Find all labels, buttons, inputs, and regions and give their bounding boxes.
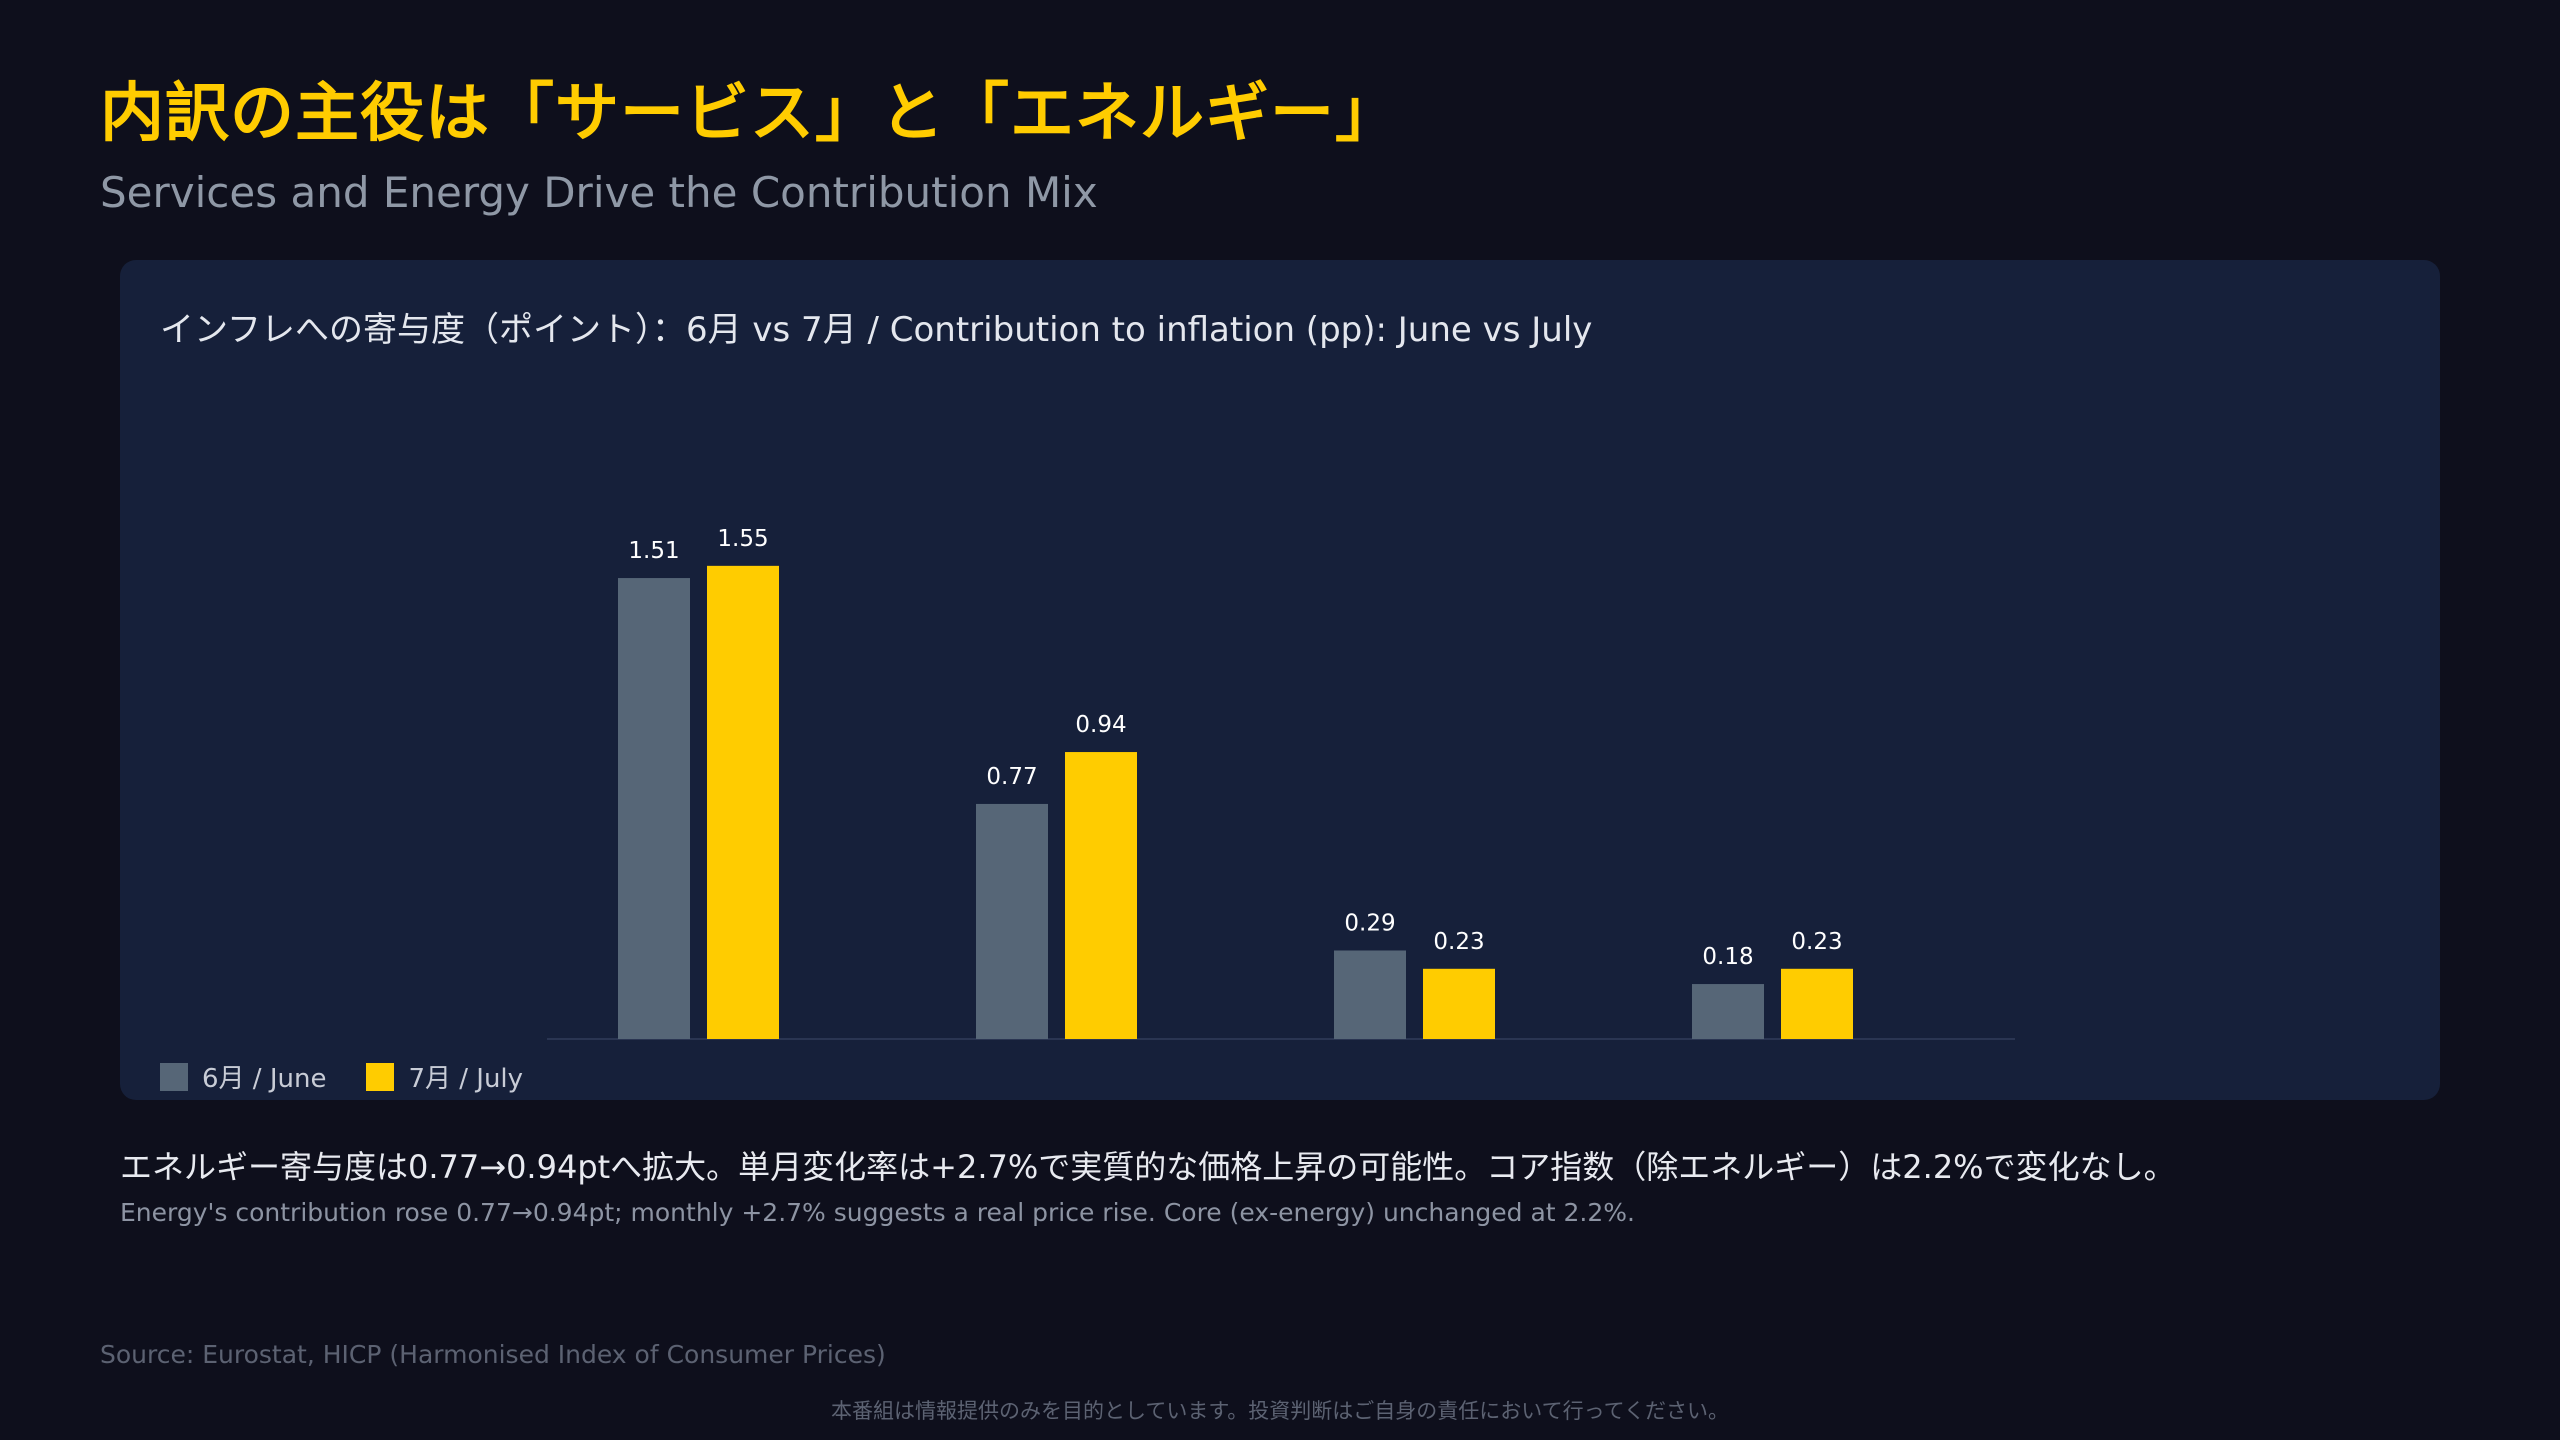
page-subtitle: Services and Energy Drive the Contributi… — [100, 168, 1098, 217]
legend-label-july: 7月 / July — [408, 1064, 524, 1094]
bar-july-2 — [1065, 752, 1137, 1039]
disclaimer: 本番組は情報提供のみを目的としています。投資判断はご自身の責任において行ってくだ… — [831, 1399, 1729, 1423]
data-label-june-4: 0.18 — [1702, 944, 1753, 970]
bar-chart: 1.51 1.55 0.77 0.94 0.29 0.23 0.18 0.23 — [547, 526, 2015, 1040]
bar-july-4 — [1781, 968, 1853, 1039]
commentary-english: Energy's contribution rose 0.77→0.94pt; … — [120, 1198, 1635, 1227]
bar-june-3 — [1334, 950, 1406, 1039]
data-label-june-1: 1.51 — [628, 538, 679, 564]
chart-legend: 6月 / June 7月 / July — [160, 1058, 523, 1095]
chart-panel: インフレへの寄与度（ポイント）：6月 vs 7月 / Contribution … — [120, 260, 2440, 1100]
bar-june-4 — [1692, 984, 1764, 1039]
data-label-june-2: 0.77 — [986, 764, 1037, 790]
bar-june-2 — [976, 803, 1048, 1039]
data-label-july-4: 0.23 — [1791, 929, 1842, 955]
bar-july-1 — [707, 565, 779, 1039]
data-label-june-3: 0.29 — [1344, 910, 1395, 936]
data-label-july-1: 1.55 — [717, 526, 768, 552]
commentary-japanese: エネルギー寄与度は0.77→0.94ptへ拡大。単月変化率は+2.7%で実質的な… — [120, 1148, 2176, 1186]
legend-item-june: 6月 / June — [160, 1058, 326, 1095]
legend-swatch-june — [160, 1062, 188, 1091]
chart-title: インフレへの寄与度（ポイント）：6月 vs 7月 / Contribution … — [160, 310, 1593, 350]
legend-swatch-july — [366, 1062, 395, 1091]
bar-june-1 — [618, 578, 690, 1039]
legend-label-june: 6月 / June — [202, 1064, 327, 1094]
legend-item-july: 7月 / July — [366, 1058, 523, 1095]
page-title: 内訳の主役は「サービス」と「エネルギー」 — [100, 77, 1400, 151]
bar-july-3 — [1423, 968, 1495, 1039]
data-label-july-3: 0.23 — [1433, 929, 1484, 955]
data-label-july-2: 0.94 — [1075, 712, 1126, 738]
source-note: Source: Eurostat, HICP (Harmonised Index… — [100, 1340, 886, 1369]
